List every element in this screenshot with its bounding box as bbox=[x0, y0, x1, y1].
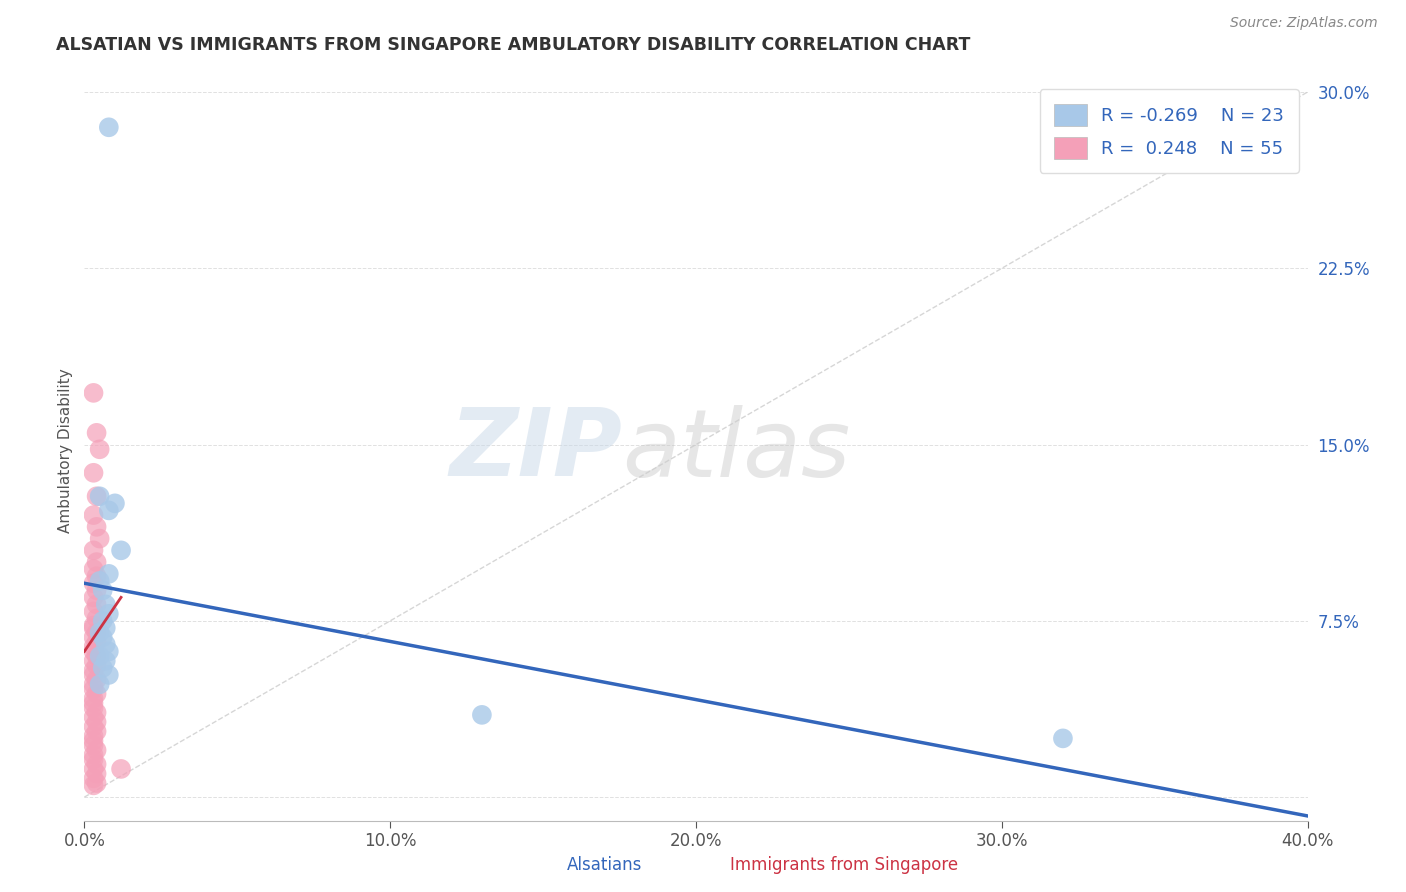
Point bbox=[83, 778, 105, 792]
Point bbox=[83, 677, 105, 691]
Point bbox=[86, 766, 108, 780]
Point bbox=[83, 701, 105, 715]
Point bbox=[86, 757, 108, 772]
Point bbox=[89, 677, 111, 691]
Point bbox=[97, 566, 120, 581]
Point bbox=[83, 710, 105, 724]
Point bbox=[1052, 731, 1074, 746]
Point bbox=[97, 120, 120, 135]
Text: ALSATIAN VS IMMIGRANTS FROM SINGAPORE AMBULATORY DISABILITY CORRELATION CHART: ALSATIAN VS IMMIGRANTS FROM SINGAPORE AM… bbox=[56, 36, 970, 54]
Point bbox=[86, 714, 108, 729]
Point bbox=[94, 598, 117, 612]
Point bbox=[86, 569, 108, 583]
Point bbox=[86, 776, 108, 790]
Point bbox=[83, 604, 105, 618]
Point bbox=[83, 562, 105, 576]
Point bbox=[91, 614, 114, 628]
Point bbox=[86, 611, 108, 625]
Point bbox=[86, 598, 108, 612]
Point bbox=[89, 625, 111, 640]
Point bbox=[86, 520, 108, 534]
Text: Source: ZipAtlas.com: Source: ZipAtlas.com bbox=[1230, 16, 1378, 29]
Point bbox=[83, 720, 105, 734]
Point bbox=[91, 583, 114, 598]
Point bbox=[89, 489, 111, 503]
Point bbox=[97, 503, 120, 517]
Point bbox=[83, 663, 105, 677]
Point bbox=[89, 532, 111, 546]
Point bbox=[89, 649, 111, 664]
Point bbox=[83, 543, 105, 558]
Text: ZIP: ZIP bbox=[450, 404, 623, 497]
Point bbox=[97, 607, 120, 621]
Text: atlas: atlas bbox=[623, 405, 851, 496]
Point bbox=[83, 466, 105, 480]
Point bbox=[83, 630, 105, 644]
Point bbox=[83, 621, 105, 635]
Point bbox=[86, 658, 108, 673]
Point bbox=[83, 591, 105, 605]
Point bbox=[86, 635, 108, 649]
Point bbox=[83, 772, 105, 786]
Point bbox=[83, 644, 105, 658]
Point bbox=[86, 743, 108, 757]
Point bbox=[86, 649, 108, 664]
Point bbox=[86, 673, 108, 687]
Point bbox=[91, 661, 114, 675]
Point bbox=[83, 640, 105, 654]
Point bbox=[471, 707, 494, 722]
Point bbox=[86, 555, 108, 569]
Text: Immigrants from Singapore: Immigrants from Singapore bbox=[730, 855, 957, 873]
Y-axis label: Ambulatory Disability: Ambulatory Disability bbox=[58, 368, 73, 533]
Point bbox=[86, 625, 108, 640]
Point bbox=[83, 739, 105, 753]
Point bbox=[83, 747, 105, 762]
Point bbox=[86, 724, 108, 739]
Point bbox=[83, 385, 105, 400]
Point bbox=[83, 733, 105, 747]
Point bbox=[86, 425, 108, 440]
Point bbox=[97, 644, 120, 658]
Point bbox=[86, 583, 108, 598]
Point bbox=[94, 654, 117, 668]
Point bbox=[83, 729, 105, 743]
Point bbox=[86, 687, 108, 701]
Point bbox=[94, 637, 117, 651]
Point bbox=[83, 762, 105, 776]
Point bbox=[83, 618, 105, 632]
Point bbox=[83, 696, 105, 710]
Point bbox=[83, 508, 105, 522]
Point bbox=[110, 543, 132, 558]
Point bbox=[83, 681, 105, 696]
Point bbox=[83, 752, 105, 766]
Point bbox=[104, 496, 127, 510]
Point bbox=[97, 668, 120, 682]
Text: Alsatians: Alsatians bbox=[567, 855, 643, 873]
Point bbox=[89, 574, 111, 588]
Point bbox=[89, 442, 111, 457]
Point bbox=[94, 621, 117, 635]
Point bbox=[86, 489, 108, 503]
Point bbox=[83, 654, 105, 668]
Point bbox=[110, 762, 132, 776]
Point bbox=[91, 630, 114, 644]
Point bbox=[83, 668, 105, 682]
Legend: R = -0.269    N = 23, R =  0.248    N = 55: R = -0.269 N = 23, R = 0.248 N = 55 bbox=[1040, 89, 1299, 173]
Point bbox=[83, 576, 105, 591]
Point bbox=[86, 706, 108, 720]
Point bbox=[83, 691, 105, 706]
